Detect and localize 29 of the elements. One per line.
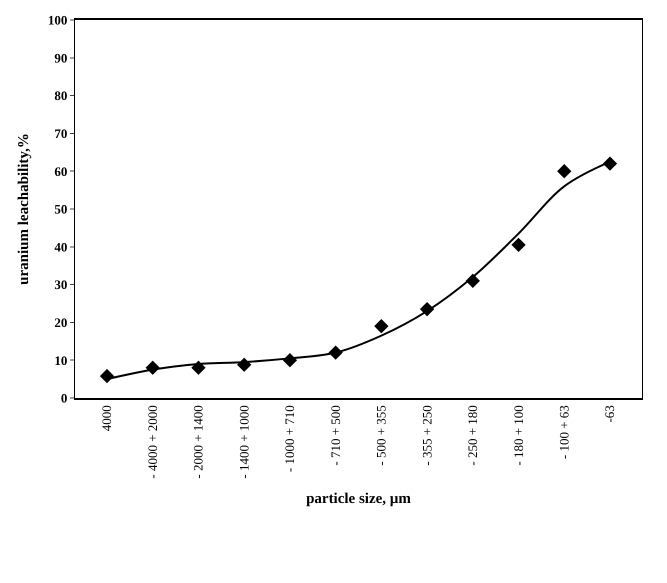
x-tick-label: - 100 + 63 <box>556 405 572 460</box>
point <box>374 319 389 334</box>
x-tick-label: - 4000 + 2000 <box>144 405 160 479</box>
y-tick-label: 10 <box>54 352 68 368</box>
x-tick-label: - 1000 + 710 <box>282 405 298 472</box>
x-tick-label: 4000 <box>99 405 114 432</box>
x-tick-label: - 500 + 355 <box>374 405 389 466</box>
y-tick-label: 30 <box>54 277 68 292</box>
y-tick-label: 0 <box>60 390 68 406</box>
y-tick-label: 60 <box>54 164 68 179</box>
x-tick-label: - 250 + 180 <box>465 405 480 466</box>
x-axis-title: particle size, µm <box>306 491 412 508</box>
x-tick-label: - 710 + 500 <box>328 405 343 466</box>
x-tick-label: - 1400 + 1000 <box>236 405 252 479</box>
y-tick-label: 50 <box>54 202 68 217</box>
y-tick-label: 20 <box>54 314 68 330</box>
y-tick-label: 80 <box>54 88 68 104</box>
y-tick-label: 40 <box>54 239 68 254</box>
point <box>557 164 572 178</box>
x-tick-label: - 2000 + 1400 <box>190 405 206 479</box>
x-tick-label: -63 <box>602 405 618 423</box>
point <box>100 368 114 384</box>
y-axis-title: uranium leachability,% <box>16 133 32 285</box>
point <box>511 238 526 252</box>
y-tick-label: 100 <box>48 12 68 28</box>
y-tick-label: 70 <box>54 126 68 141</box>
y-tick-label: 90 <box>54 50 68 66</box>
x-tick-label: - 180 + 100 <box>510 405 526 466</box>
x-tick-label: - 355 + 250 <box>419 405 434 466</box>
